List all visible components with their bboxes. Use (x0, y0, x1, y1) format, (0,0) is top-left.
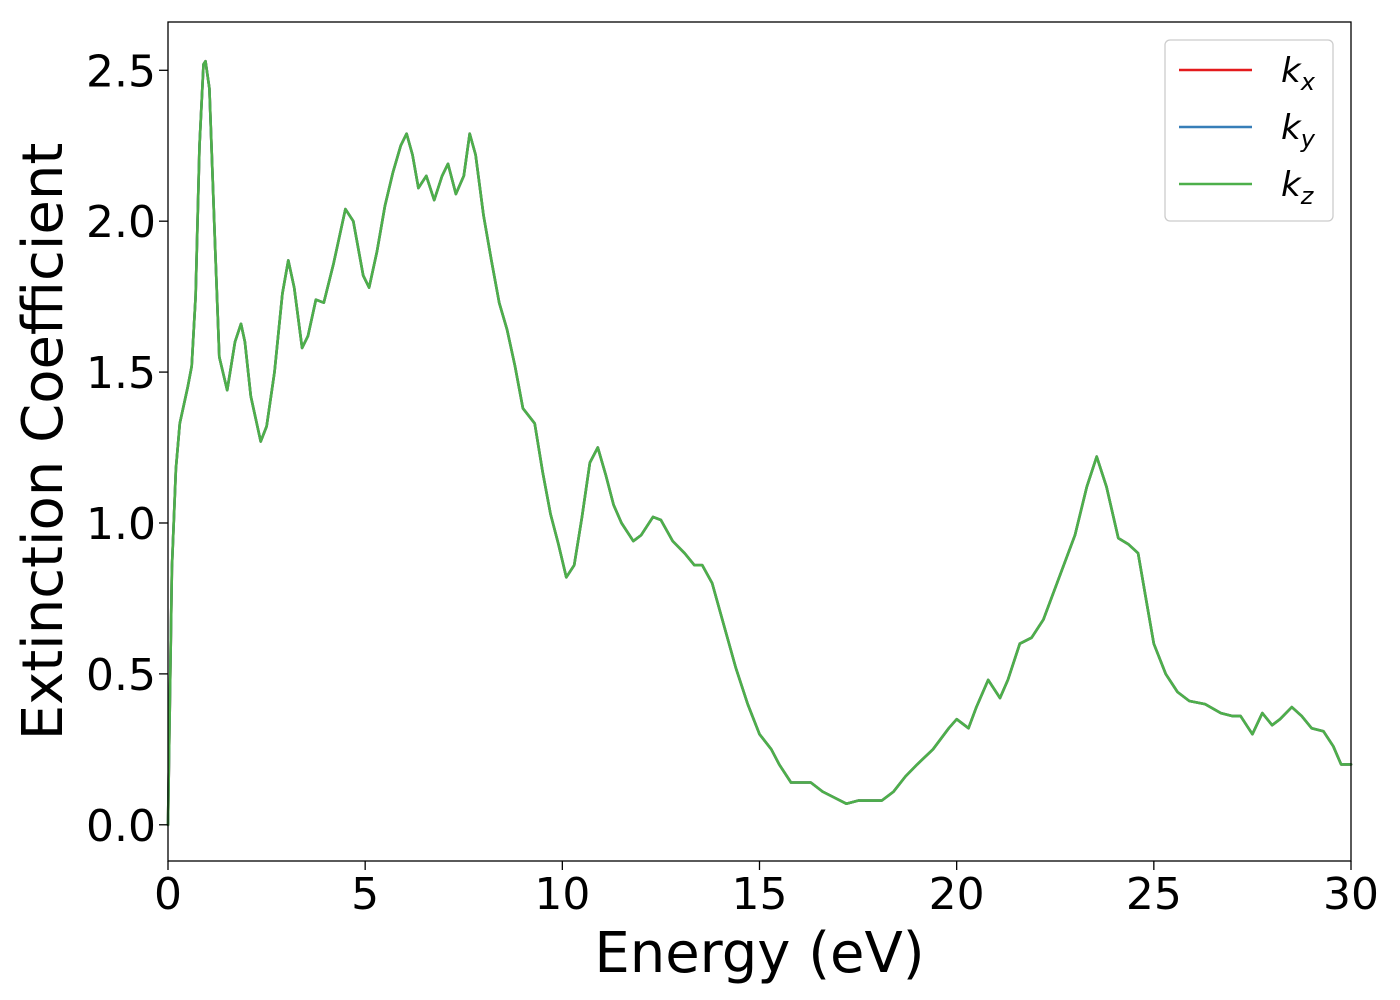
legend: kx ky kz (1164, 39, 1334, 222)
x-tick-label: 10 (534, 869, 590, 920)
y-tick-label: 2.0 (86, 197, 156, 248)
series-line-kz (166, 59, 1353, 827)
x-tick-label: 15 (732, 869, 788, 920)
y-tick-label: 2.5 (86, 46, 156, 97)
y-tick-label: 0.0 (86, 801, 156, 852)
x-axis-ticks: 0 5 10 15 20 25 30 (154, 861, 1379, 920)
x-tick-label: 0 (154, 869, 182, 920)
y-axis-title: Extinction Coefficient (11, 143, 76, 741)
x-tick-label: 30 (1323, 869, 1379, 920)
y-axis-ticks: 0.0 0.5 1.0 1.5 2.0 2.5 (86, 46, 168, 852)
x-tick-label: 20 (929, 869, 985, 920)
legend-box (1164, 39, 1334, 222)
x-tick-label: 5 (351, 869, 379, 920)
legend-label-kz: kz (1281, 165, 1315, 210)
legend-label-ky: ky (1281, 108, 1316, 153)
x-axis-title: Energy (eV) (594, 921, 924, 986)
y-tick-label: 1.5 (86, 348, 156, 399)
series-layer (166, 59, 1353, 827)
legend-label-kx: kx (1281, 51, 1316, 96)
y-tick-label: 0.5 (86, 650, 156, 701)
y-tick-label: 1.0 (86, 499, 156, 550)
x-tick-label: 25 (1126, 869, 1182, 920)
